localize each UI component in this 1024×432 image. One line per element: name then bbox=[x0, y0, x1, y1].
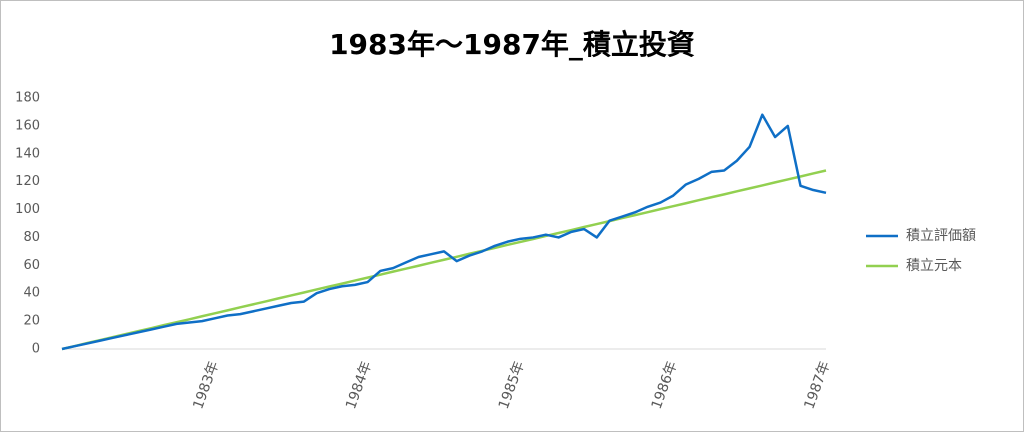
chart-title: 1983年～1987年_積立投資 bbox=[329, 28, 695, 61]
y-tick-label: 20 bbox=[23, 314, 40, 329]
y-tick-label: 100 bbox=[15, 202, 40, 217]
y-tick-label: 0 bbox=[32, 342, 40, 357]
y-tick-label: 160 bbox=[15, 118, 40, 133]
y-tick-label: 120 bbox=[15, 174, 40, 189]
y-tick-label: 40 bbox=[23, 286, 40, 301]
legend-label: 積立元本 bbox=[906, 258, 962, 274]
y-tick-label: 140 bbox=[15, 146, 40, 161]
series-line bbox=[61, 169, 827, 351]
y-tick-label: 180 bbox=[15, 91, 40, 106]
legend-label: 積立評価額 bbox=[906, 228, 976, 244]
series-line bbox=[61, 113, 827, 351]
y-tick-label: 80 bbox=[23, 230, 40, 245]
y-tick-label: 60 bbox=[23, 258, 40, 273]
